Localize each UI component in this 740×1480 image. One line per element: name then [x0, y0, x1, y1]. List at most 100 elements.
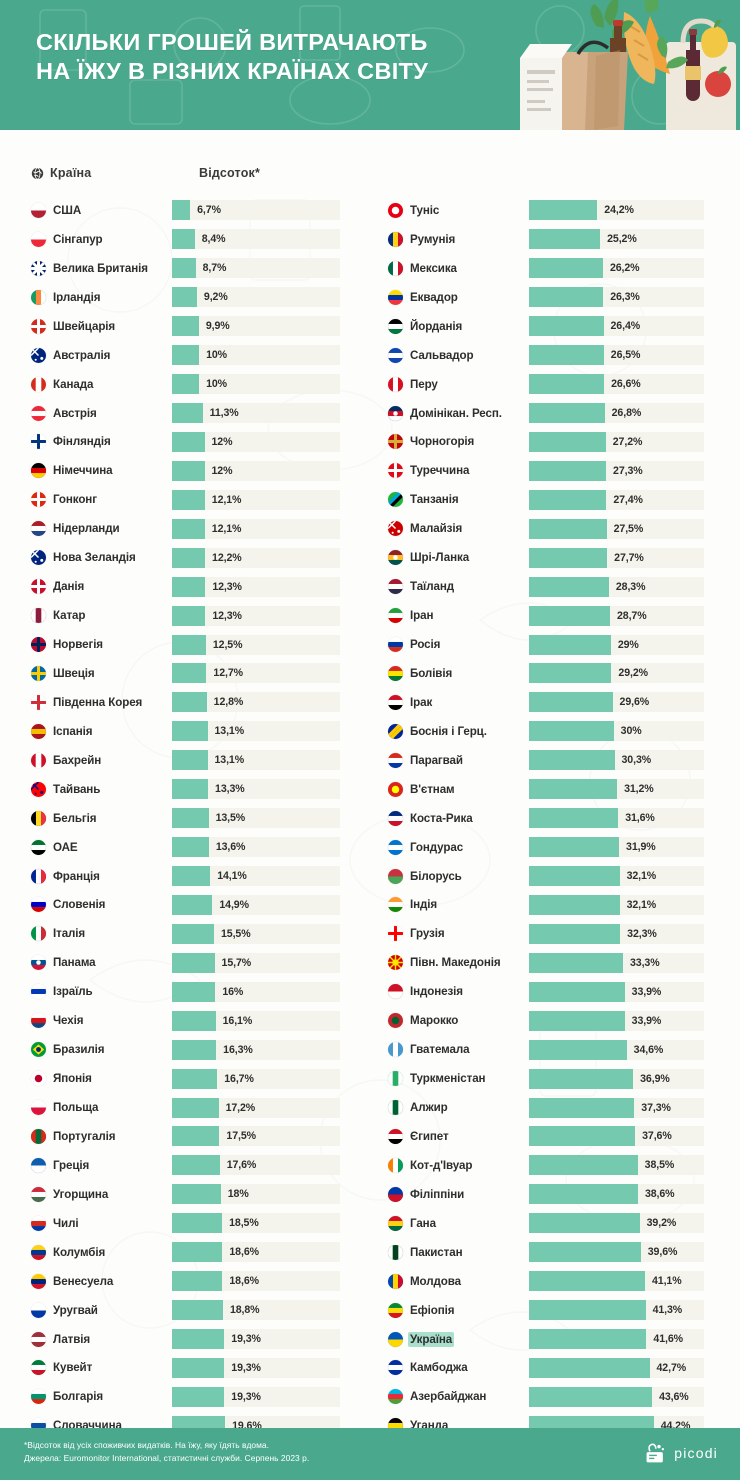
bar-track: 6,7% — [172, 200, 340, 221]
bar-fill — [172, 1213, 223, 1234]
bar-track: 13,1% — [172, 750, 340, 771]
bar-track: 16% — [172, 981, 340, 1002]
table-row: ОАЕ 13,6% — [0, 833, 370, 862]
table-row: Йорданія 26,4% — [370, 312, 740, 341]
flag-icon — [388, 1128, 403, 1144]
flag-icon — [388, 318, 403, 334]
flag-icon — [388, 289, 403, 305]
country-label-zone: Німеччина — [0, 463, 172, 479]
bar-fill — [529, 605, 610, 626]
bar-fill — [172, 229, 195, 250]
country-name: Марокко — [410, 1014, 459, 1028]
flag-icon — [388, 202, 403, 218]
bar-fill — [172, 374, 200, 395]
bar-track: 39,6% — [529, 1242, 704, 1263]
country-label-zone: Австралія — [0, 347, 172, 363]
country-name: Швейцарія — [53, 319, 116, 333]
bar-track: 18,8% — [172, 1300, 340, 1321]
bar-fill — [529, 431, 606, 452]
table-row: Угорщина 18% — [0, 1180, 370, 1209]
bar-fill — [529, 576, 609, 597]
country-label-zone: Португалія — [0, 1128, 172, 1144]
country-label-zone: Іспанія — [0, 723, 172, 739]
bar-track: 41,6% — [529, 1329, 704, 1350]
country-name: Мексика — [410, 261, 457, 275]
table-row: Австралія 10% — [0, 341, 370, 370]
flag-icon — [388, 376, 403, 392]
bar-track: 26,3% — [529, 287, 704, 308]
country-label-zone: Чехія — [0, 1013, 172, 1029]
bar-fill — [172, 1271, 223, 1292]
country-name: Австрія — [53, 406, 97, 420]
bar-value-label: 18,6% — [229, 1275, 259, 1288]
country-label-zone: ОАЕ — [0, 839, 172, 855]
flag-icon — [31, 1157, 46, 1173]
table-row: Грузія 32,3% — [370, 919, 740, 948]
flag-icon — [31, 637, 46, 653]
flag-icon — [388, 1186, 403, 1202]
bar-value-label: 12,8% — [213, 696, 244, 709]
country-name: Нідерланди — [53, 522, 120, 536]
table-row: Словенія 14,9% — [0, 891, 370, 920]
country-name: Сінгапур — [53, 232, 103, 246]
table-row: Кувейт 19,3% — [0, 1354, 370, 1383]
table-row: Камбоджа 42,7% — [370, 1354, 740, 1383]
bar-fill — [529, 200, 598, 221]
country-label-zone: Катар — [0, 608, 172, 624]
table-row: Туреччина 27,3% — [370, 456, 740, 485]
flag-icon — [31, 1273, 46, 1289]
table-row: Румунія 25,2% — [370, 225, 740, 254]
country-name: Іран — [410, 609, 434, 623]
flag-icon — [31, 955, 46, 971]
bar-value-label: 29,2% — [618, 667, 648, 680]
bar-track: 36,9% — [529, 1068, 704, 1089]
bar-fill — [172, 1010, 216, 1031]
country-label-zone: Болівія — [370, 665, 529, 681]
country-name: Перу — [410, 377, 438, 391]
table-row: Перу 26,6% — [370, 370, 740, 399]
bar-fill — [172, 200, 191, 221]
bar-value-label: 43,6% — [659, 1390, 689, 1403]
country-name: Японія — [53, 1072, 92, 1086]
flag-icon — [31, 463, 46, 479]
bar-track: 26,4% — [529, 316, 704, 337]
bar-value-label: 24,2% — [604, 204, 634, 217]
country-label-zone: Домінікан. Респ. — [370, 405, 529, 421]
bar-fill — [529, 952, 623, 973]
bar-value-label: 26,2% — [609, 262, 640, 275]
bar-track: 12,1% — [172, 518, 340, 539]
country-label-zone: Еквадор — [370, 289, 529, 305]
bar-fill — [172, 518, 205, 539]
table-row: Греція 17,6% — [0, 1151, 370, 1180]
country-name: В'єтнам — [410, 782, 455, 796]
bar-fill — [529, 1329, 647, 1350]
bar-fill — [529, 634, 611, 655]
bar-value-label: 34,6% — [633, 1043, 664, 1056]
flag-icon — [31, 405, 46, 421]
table-row: Півн. Македонія 33,3% — [370, 948, 740, 977]
country-name: Словенія — [53, 898, 106, 912]
bar-fill — [529, 1010, 625, 1031]
footer-bar: *Відсоток від усіх споживчих видатків. Н… — [0, 1428, 740, 1480]
bar-track: 41,1% — [529, 1271, 704, 1292]
country-name: Сальвадор — [410, 348, 474, 362]
bar-track: 28,7% — [529, 605, 704, 626]
flag-icon — [388, 1302, 403, 1318]
table-row: Танзанія 27,4% — [370, 485, 740, 514]
country-name: Чехія — [53, 1014, 84, 1028]
country-name: Кот-д'Івуар — [410, 1158, 473, 1172]
brand-logo[interactable]: picodi — [644, 1441, 718, 1465]
bar-track: 15,7% — [172, 952, 340, 973]
bar-track: 11,3% — [172, 403, 340, 424]
country-name: Польща — [53, 1101, 99, 1115]
country-name: Парагвай — [410, 753, 463, 767]
bar-value-label: 19,3% — [231, 1361, 261, 1374]
table-row: Еквадор 26,3% — [370, 283, 740, 312]
country-label-zone: Коста-Рика — [370, 810, 529, 826]
bar-fill — [172, 1097, 219, 1118]
bar-fill — [529, 1213, 640, 1234]
country-name: Гана — [410, 1216, 436, 1230]
country-name: Індія — [410, 898, 438, 912]
flag-icon — [31, 781, 46, 797]
bar-value-label: 14,9% — [219, 898, 249, 911]
